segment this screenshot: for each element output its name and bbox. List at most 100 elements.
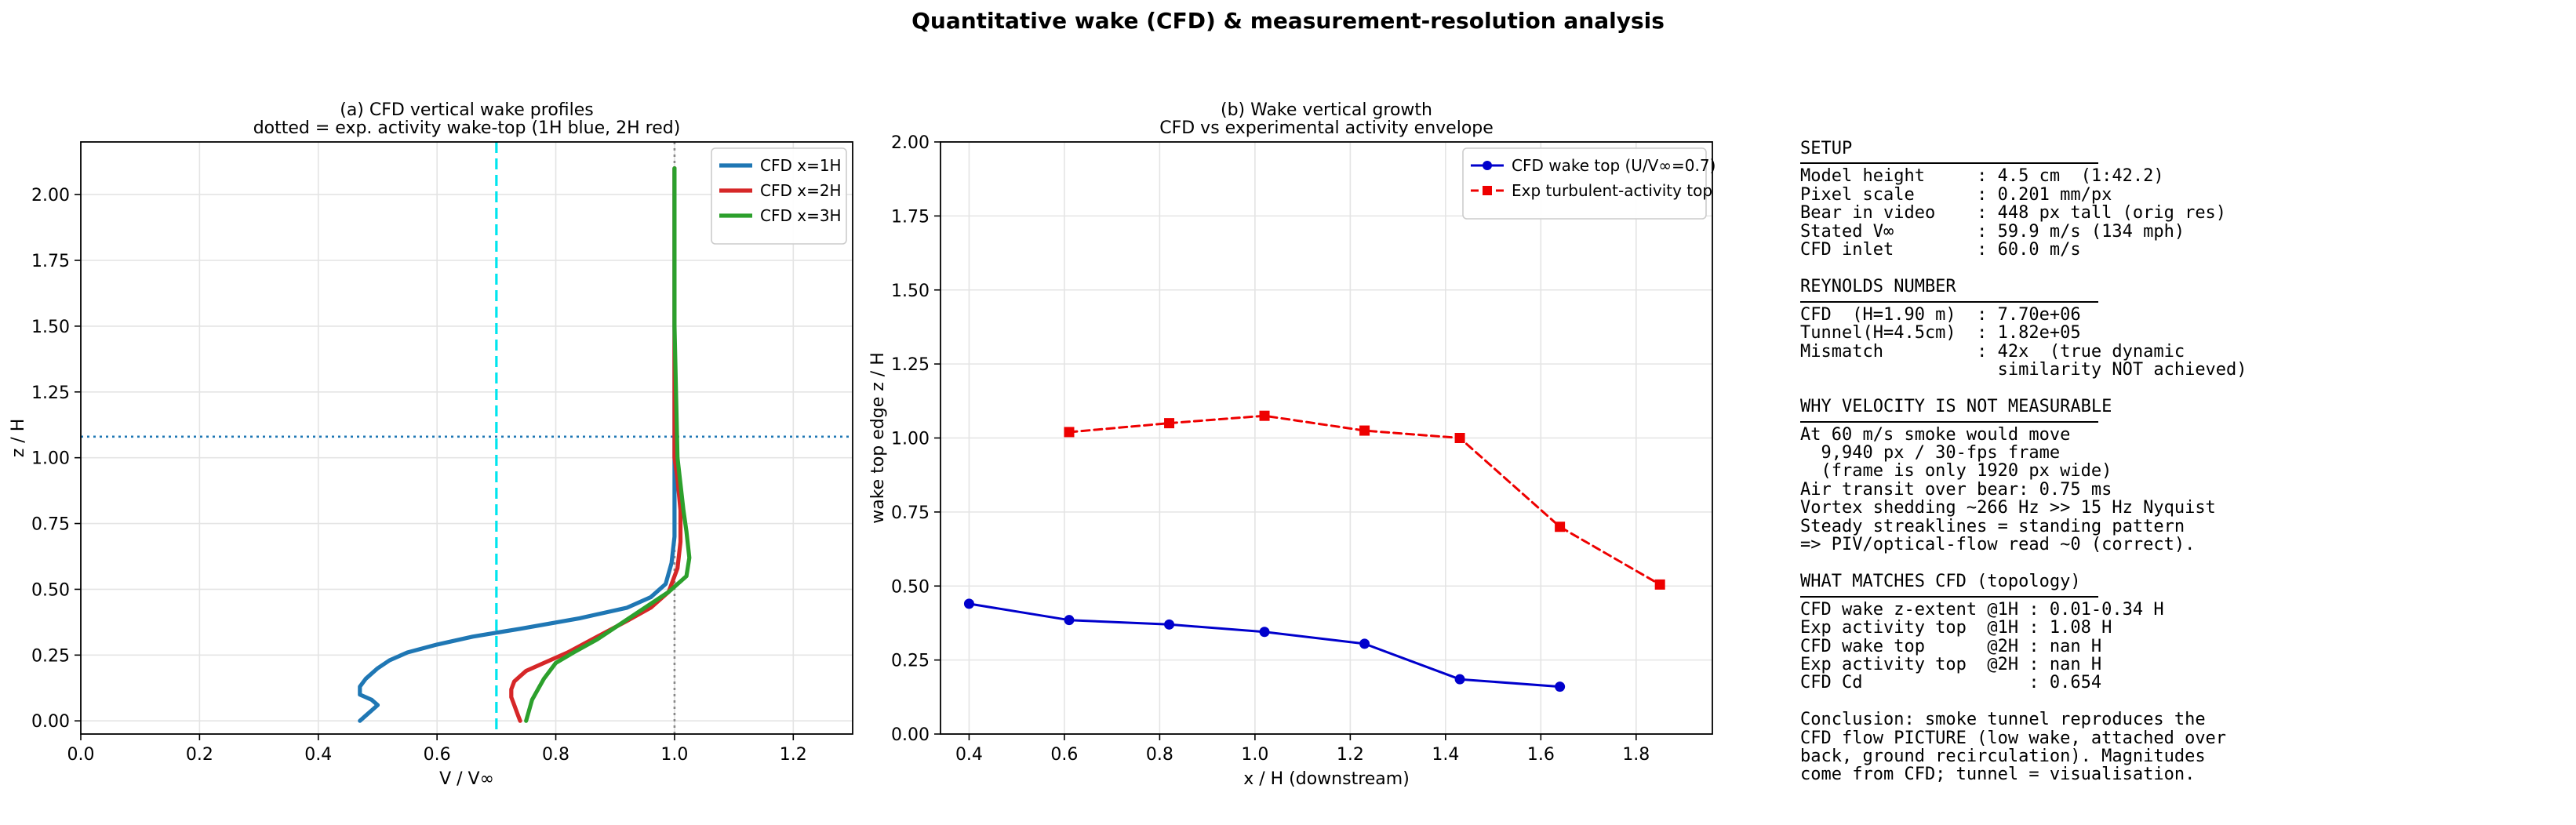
info-section-rule <box>1800 162 2098 165</box>
panel-b-ytick-label: 1.75 <box>891 207 930 227</box>
panel-b-series-line-0 <box>967 602 1562 689</box>
info-section-rule <box>1800 595 2098 598</box>
panel-a-subtitle: dotted = exp. activity wake-top (1H blue… <box>253 118 681 138</box>
info-line: Vortex shedding ~266 Hz >> 15 Hz Nyquist <box>1800 498 2216 518</box>
panel-b-ytick-label: 1.50 <box>891 282 930 301</box>
panel-b-legend-marker-1 <box>1483 186 1492 195</box>
panel-b-series-0-point-0 <box>963 598 974 609</box>
panel-a-ytick-label: 0.25 <box>31 646 70 666</box>
panel-a-xtick-label: 0.6 <box>424 745 451 765</box>
info-section-heading: SETUP <box>1800 139 1853 158</box>
panel-b-series-1-point-5 <box>1555 522 1566 532</box>
panel-b-ylabel: wake top edge z / H <box>868 352 888 524</box>
panel-a-title: (a) CFD vertical wake profiles <box>340 100 594 120</box>
panel-b-ytick-label: 0.25 <box>891 652 930 671</box>
panel-a-xtick-label: 0.0 <box>67 745 95 765</box>
info-line: => PIV/optical-flow read ~0 (correct). <box>1800 535 2196 555</box>
panel-a-xtick-label: 0.2 <box>186 745 213 765</box>
info-line: CFD wake top @2H : nan H <box>1800 636 2102 656</box>
info-line: 9,940 px / 30-fps frame <box>1800 443 2061 463</box>
panel-a-series-line-1 <box>509 166 683 723</box>
panel-b-xlabel: x / H (downstream) <box>1243 769 1410 789</box>
info-line: Exp activity top @2H : nan H <box>1800 654 2102 674</box>
info-line: CFD flow PICTURE (low wake, attached ove… <box>1800 728 2227 748</box>
info-line: Model height : 4.5 cm (1:42.2) <box>1800 166 2164 187</box>
panel-b-legend-box <box>1462 147 1707 220</box>
panel-b-ytick-label: 1.00 <box>891 430 930 449</box>
info-line: Steady streaklines = standing pattern <box>1800 516 2185 536</box>
panel-b-series-0-point-2 <box>1164 619 1175 630</box>
panel-b-series-line-1 <box>1068 414 1661 586</box>
info-line: At 60 m/s smoke would move <box>1800 424 2071 445</box>
info-line: Conclusion: smoke tunnel reproduces the <box>1800 710 2206 730</box>
panel-b-ytick-label: 2.00 <box>891 133 930 153</box>
panel-b-series-group <box>967 414 1661 689</box>
panel-a-legend-label-2: CFD x=3H <box>760 206 842 225</box>
panel-b-xtick-label: 1.2 <box>1337 745 1364 765</box>
info-section-gap <box>1800 379 2553 398</box>
panel-a-xlabel: V / V∞ <box>439 769 494 789</box>
panel-a-ytick-label: 1.25 <box>31 383 70 403</box>
panel-a-series-group <box>358 166 692 723</box>
panel-a-ytick-label: 0.00 <box>31 712 70 732</box>
panel-b-ytick-label: 0.00 <box>891 725 930 745</box>
panel-b-legend-label-0: CFD wake top (U/V∞=0.7) <box>1512 156 1716 175</box>
panel-a-series-line-2 <box>524 166 692 723</box>
panel-b-ytick-label: 0.75 <box>891 503 930 523</box>
info-line: Air transit over bear: 0.75 ms <box>1800 479 2112 500</box>
info-line: (frame is only 1920 px wide) <box>1800 461 2112 482</box>
panel-b-xtick-label: 0.6 <box>1050 745 1078 765</box>
info-section-heading: REYNOLDS NUMBER <box>1800 277 1956 297</box>
panel-a-ytick-label: 1.00 <box>31 449 70 469</box>
panel-b-xtick-label: 1.8 <box>1622 745 1650 765</box>
info-line: Stated V∞ : 59.9 m/s (134 mph) <box>1800 221 2185 242</box>
panel-a-legend-label-0: CFD x=1H <box>760 156 842 175</box>
panel-a-legend-label-1: CFD x=2H <box>760 181 842 200</box>
panel-a-ytick-label: 0.50 <box>31 580 70 600</box>
panel-b-xtick-label: 1.0 <box>1241 745 1268 765</box>
panel-b-series-0-point-3 <box>1259 627 1270 638</box>
info-section-heading: WHAT MATCHES CFD (topology) <box>1800 572 2081 592</box>
info-panel: SETUP Model height : 4.5 cm (1:42.2) Pixel… <box>1800 140 2553 784</box>
info-line <box>1800 692 2553 711</box>
info-line: Exp activity top @1H : 1.08 H <box>1800 618 2112 638</box>
panel-b-subtitle: CFD vs experimental activity envelope <box>1159 118 1494 138</box>
info-section-gap <box>1800 259 2553 278</box>
info-line: Pixel scale : 0.201 mm/px <box>1800 184 2112 205</box>
info-line: Tunnel(H=4.5cm) : 1.82e+05 <box>1800 323 2081 343</box>
panel-b-ytick-label: 1.25 <box>891 355 930 375</box>
info-line: Bear in video : 448 px tall (orig res) <box>1800 203 2227 224</box>
panel-b-xtick-label: 1.4 <box>1432 745 1459 765</box>
figure-title: Quantitative wake (CFD) & measurement-re… <box>911 8 1665 34</box>
info-line: CFD inlet : 60.0 m/s <box>1800 239 2081 260</box>
info-line: back, ground recirculation). Magnitudes <box>1800 746 2206 766</box>
panel-b-series-1-point-0 <box>1064 427 1075 438</box>
panel-b-title: (b) Wake vertical growth <box>1221 100 1432 120</box>
panel-b-series-1-point-1 <box>1164 418 1175 429</box>
panel-b-series-0-point-4 <box>1359 638 1370 649</box>
panel-a-ylabel: z / H <box>9 419 28 458</box>
panel-b-series-0-point-5 <box>1454 674 1465 685</box>
panel-b-xtick-label: 1.6 <box>1527 745 1555 765</box>
info-line: similarity NOT achieved) <box>1800 359 2247 380</box>
panel-b-legend-label-1: Exp turbulent-activity top <box>1512 181 1712 200</box>
panel-a-axes-frame <box>80 141 853 735</box>
panel-a-legend-box <box>711 147 847 245</box>
info-line: come from CFD; tunnel = visualisation. <box>1800 765 2196 785</box>
panel-a-ytick-label: 1.75 <box>31 252 70 271</box>
info-line: CFD Cd : 0.654 <box>1800 673 2102 693</box>
panel-b-ytick-label: 0.50 <box>891 577 930 597</box>
panel-a-xtick-label: 1.0 <box>660 745 688 765</box>
panel-b-series-1-point-6 <box>1654 579 1665 590</box>
info-section-rule <box>1800 300 2098 303</box>
panel-a-xtick-label: 0.8 <box>542 745 569 765</box>
panel-a-ytick-label: 0.75 <box>31 515 70 535</box>
info-section-rule <box>1800 420 2098 423</box>
panel-b-legend-marker-0 <box>1483 161 1492 170</box>
info-line: CFD (H=1.90 m) : 7.70e+06 <box>1800 304 2081 325</box>
panel-a-series-line-0 <box>358 166 677 723</box>
info-section-gap <box>1800 554 2553 572</box>
panel-b-series-1-point-2 <box>1259 410 1270 421</box>
panel-a-xtick-label: 0.4 <box>304 745 332 765</box>
